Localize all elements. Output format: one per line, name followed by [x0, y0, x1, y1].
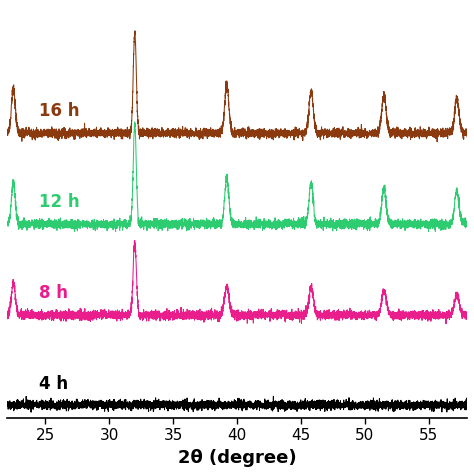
Text: 12 h: 12 h — [39, 193, 80, 211]
Text: 16 h: 16 h — [39, 102, 80, 120]
X-axis label: 2θ (degree): 2θ (degree) — [178, 449, 296, 467]
Text: 8 h: 8 h — [39, 284, 68, 302]
Text: 4 h: 4 h — [39, 375, 68, 393]
